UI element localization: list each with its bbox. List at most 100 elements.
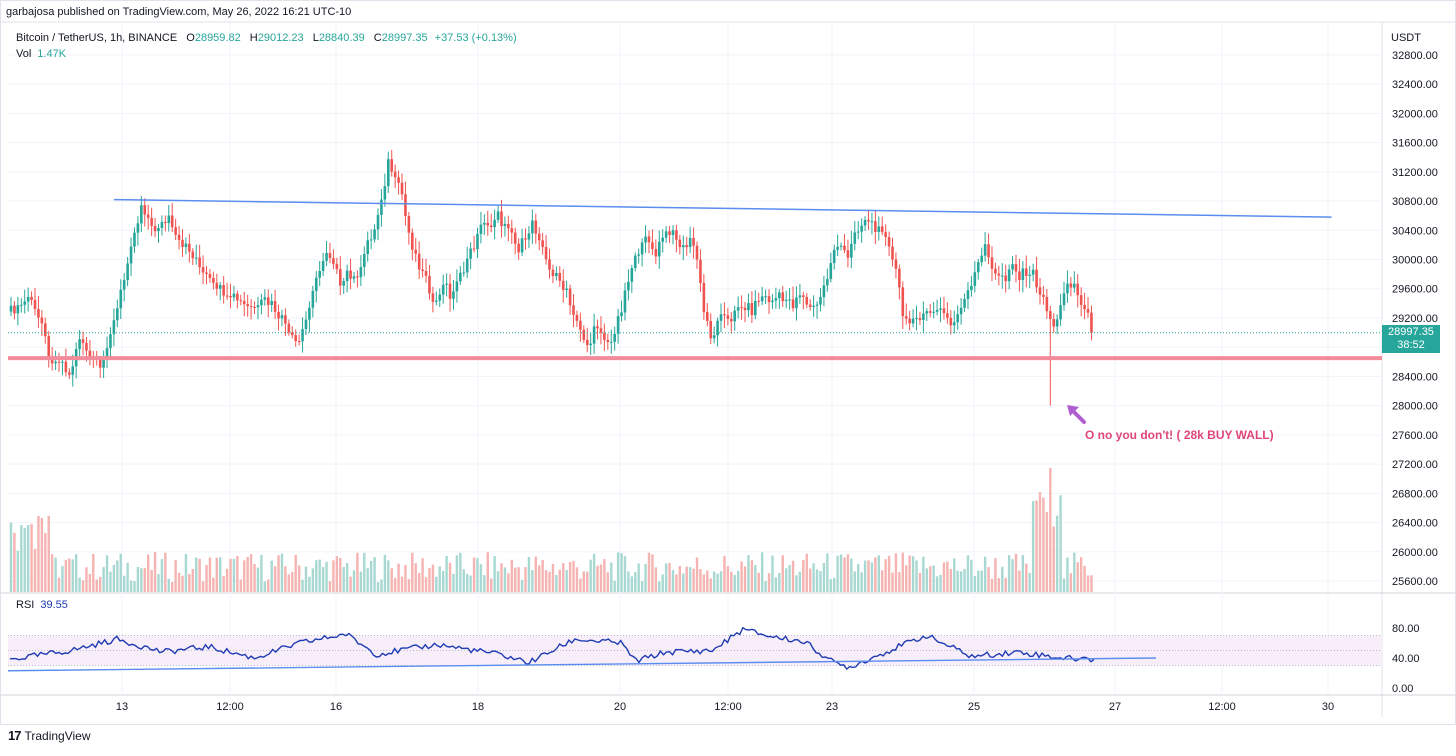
tradingview-logo: 17 TradingView <box>8 728 91 743</box>
volume-bar <box>1004 577 1007 592</box>
candle-body <box>476 233 479 250</box>
candle-body <box>335 263 339 270</box>
candle-body <box>136 223 140 233</box>
candle-body <box>294 335 297 341</box>
volume-bar <box>465 573 469 592</box>
candle-body <box>428 275 431 294</box>
volume-bar <box>592 553 596 592</box>
volume-bar <box>524 567 527 592</box>
candle-body <box>153 225 157 232</box>
candle-body <box>640 242 644 255</box>
volume-bar <box>157 573 160 592</box>
rsi-legend: RSI 39.55 <box>16 599 68 611</box>
candle-body <box>338 269 342 286</box>
volume-bar <box>623 556 627 592</box>
volume-bar <box>846 554 850 592</box>
volume-bar <box>980 570 983 592</box>
candle-body <box>997 273 1001 276</box>
candle-body <box>956 314 959 323</box>
candle-body <box>932 311 935 313</box>
volume-bar <box>225 568 229 592</box>
volume-bar <box>431 564 435 592</box>
candle-body <box>692 237 695 246</box>
volume-bar <box>479 564 483 592</box>
volume-bar <box>47 515 50 592</box>
volume-bar <box>829 579 832 592</box>
ohlc-change: +37.53 (+0.13%) <box>434 32 517 44</box>
candle-body <box>263 297 267 300</box>
candle-body <box>164 221 167 224</box>
candle-body <box>911 318 915 324</box>
volume-bar <box>1031 500 1035 592</box>
candle-body <box>174 227 177 235</box>
candle-body <box>1079 295 1083 305</box>
candle-body <box>534 220 538 234</box>
candle-body <box>904 316 908 319</box>
candle-body <box>802 295 805 297</box>
volume-bar <box>253 563 256 592</box>
volume-bar <box>222 576 225 592</box>
volume-bar <box>688 567 692 592</box>
candle-body <box>1011 264 1014 270</box>
price-tick-label: 30800.00 <box>1392 196 1438 208</box>
volume-bar <box>1086 575 1090 592</box>
volume-bar <box>184 553 188 592</box>
candle-body <box>452 291 455 299</box>
volume-bar <box>407 579 411 592</box>
volume-bar <box>332 560 335 592</box>
tradingview-logo-icon: 17 <box>8 728 22 743</box>
price-tick-label: 28000.00 <box>1392 401 1438 413</box>
volume-bar <box>630 576 634 592</box>
volume-bar <box>311 568 315 592</box>
volume-bar <box>929 566 932 592</box>
candle-body <box>280 315 284 319</box>
candle-body <box>651 242 654 250</box>
volume-bar <box>129 580 133 592</box>
volume-bar <box>105 555 109 592</box>
volume-bar <box>555 574 558 592</box>
volume-bar <box>997 578 1001 592</box>
volume-bar <box>922 556 925 592</box>
candle-body <box>33 299 37 309</box>
candle-body <box>342 281 346 286</box>
volume-bar <box>970 559 973 592</box>
volume-bar <box>81 580 85 592</box>
candle-body <box>321 260 325 271</box>
candle-body <box>1090 312 1093 333</box>
volume-bar <box>270 560 273 592</box>
volume-bar <box>486 552 489 592</box>
candle-body <box>167 215 171 224</box>
volume-bar <box>726 566 730 592</box>
candle-body <box>181 239 184 247</box>
volume-bar <box>102 567 105 592</box>
candle-body <box>657 241 661 257</box>
volume-bar <box>496 571 500 592</box>
candle-body <box>194 257 198 259</box>
candle-body <box>963 298 966 308</box>
price-tick-label: 25600.00 <box>1392 576 1438 588</box>
candle-body <box>784 299 788 302</box>
volume-bar <box>294 554 297 592</box>
candle-body <box>270 301 273 305</box>
candle-body <box>568 288 572 306</box>
candle-body <box>112 320 116 335</box>
candle-body <box>236 293 239 301</box>
volume-bar <box>181 575 184 592</box>
candle-body <box>414 249 418 254</box>
volume-bar <box>71 559 74 592</box>
volume-bar <box>411 552 414 592</box>
volume-bar <box>712 571 716 592</box>
candle-body <box>829 263 833 279</box>
candle-body <box>524 238 527 240</box>
volume-bar <box>627 571 630 592</box>
candle-body <box>1035 269 1038 288</box>
candle-body <box>836 246 839 250</box>
volume-bar <box>284 566 287 592</box>
volume-bar <box>1073 552 1076 592</box>
volume-bar <box>147 554 150 592</box>
ohlc-high-key: H <box>249 32 258 44</box>
ohlc-low: 28840.39 <box>318 32 365 44</box>
volume-bar <box>822 563 826 592</box>
candle-body <box>675 230 678 240</box>
price-tick-label: 28400.00 <box>1392 371 1438 383</box>
